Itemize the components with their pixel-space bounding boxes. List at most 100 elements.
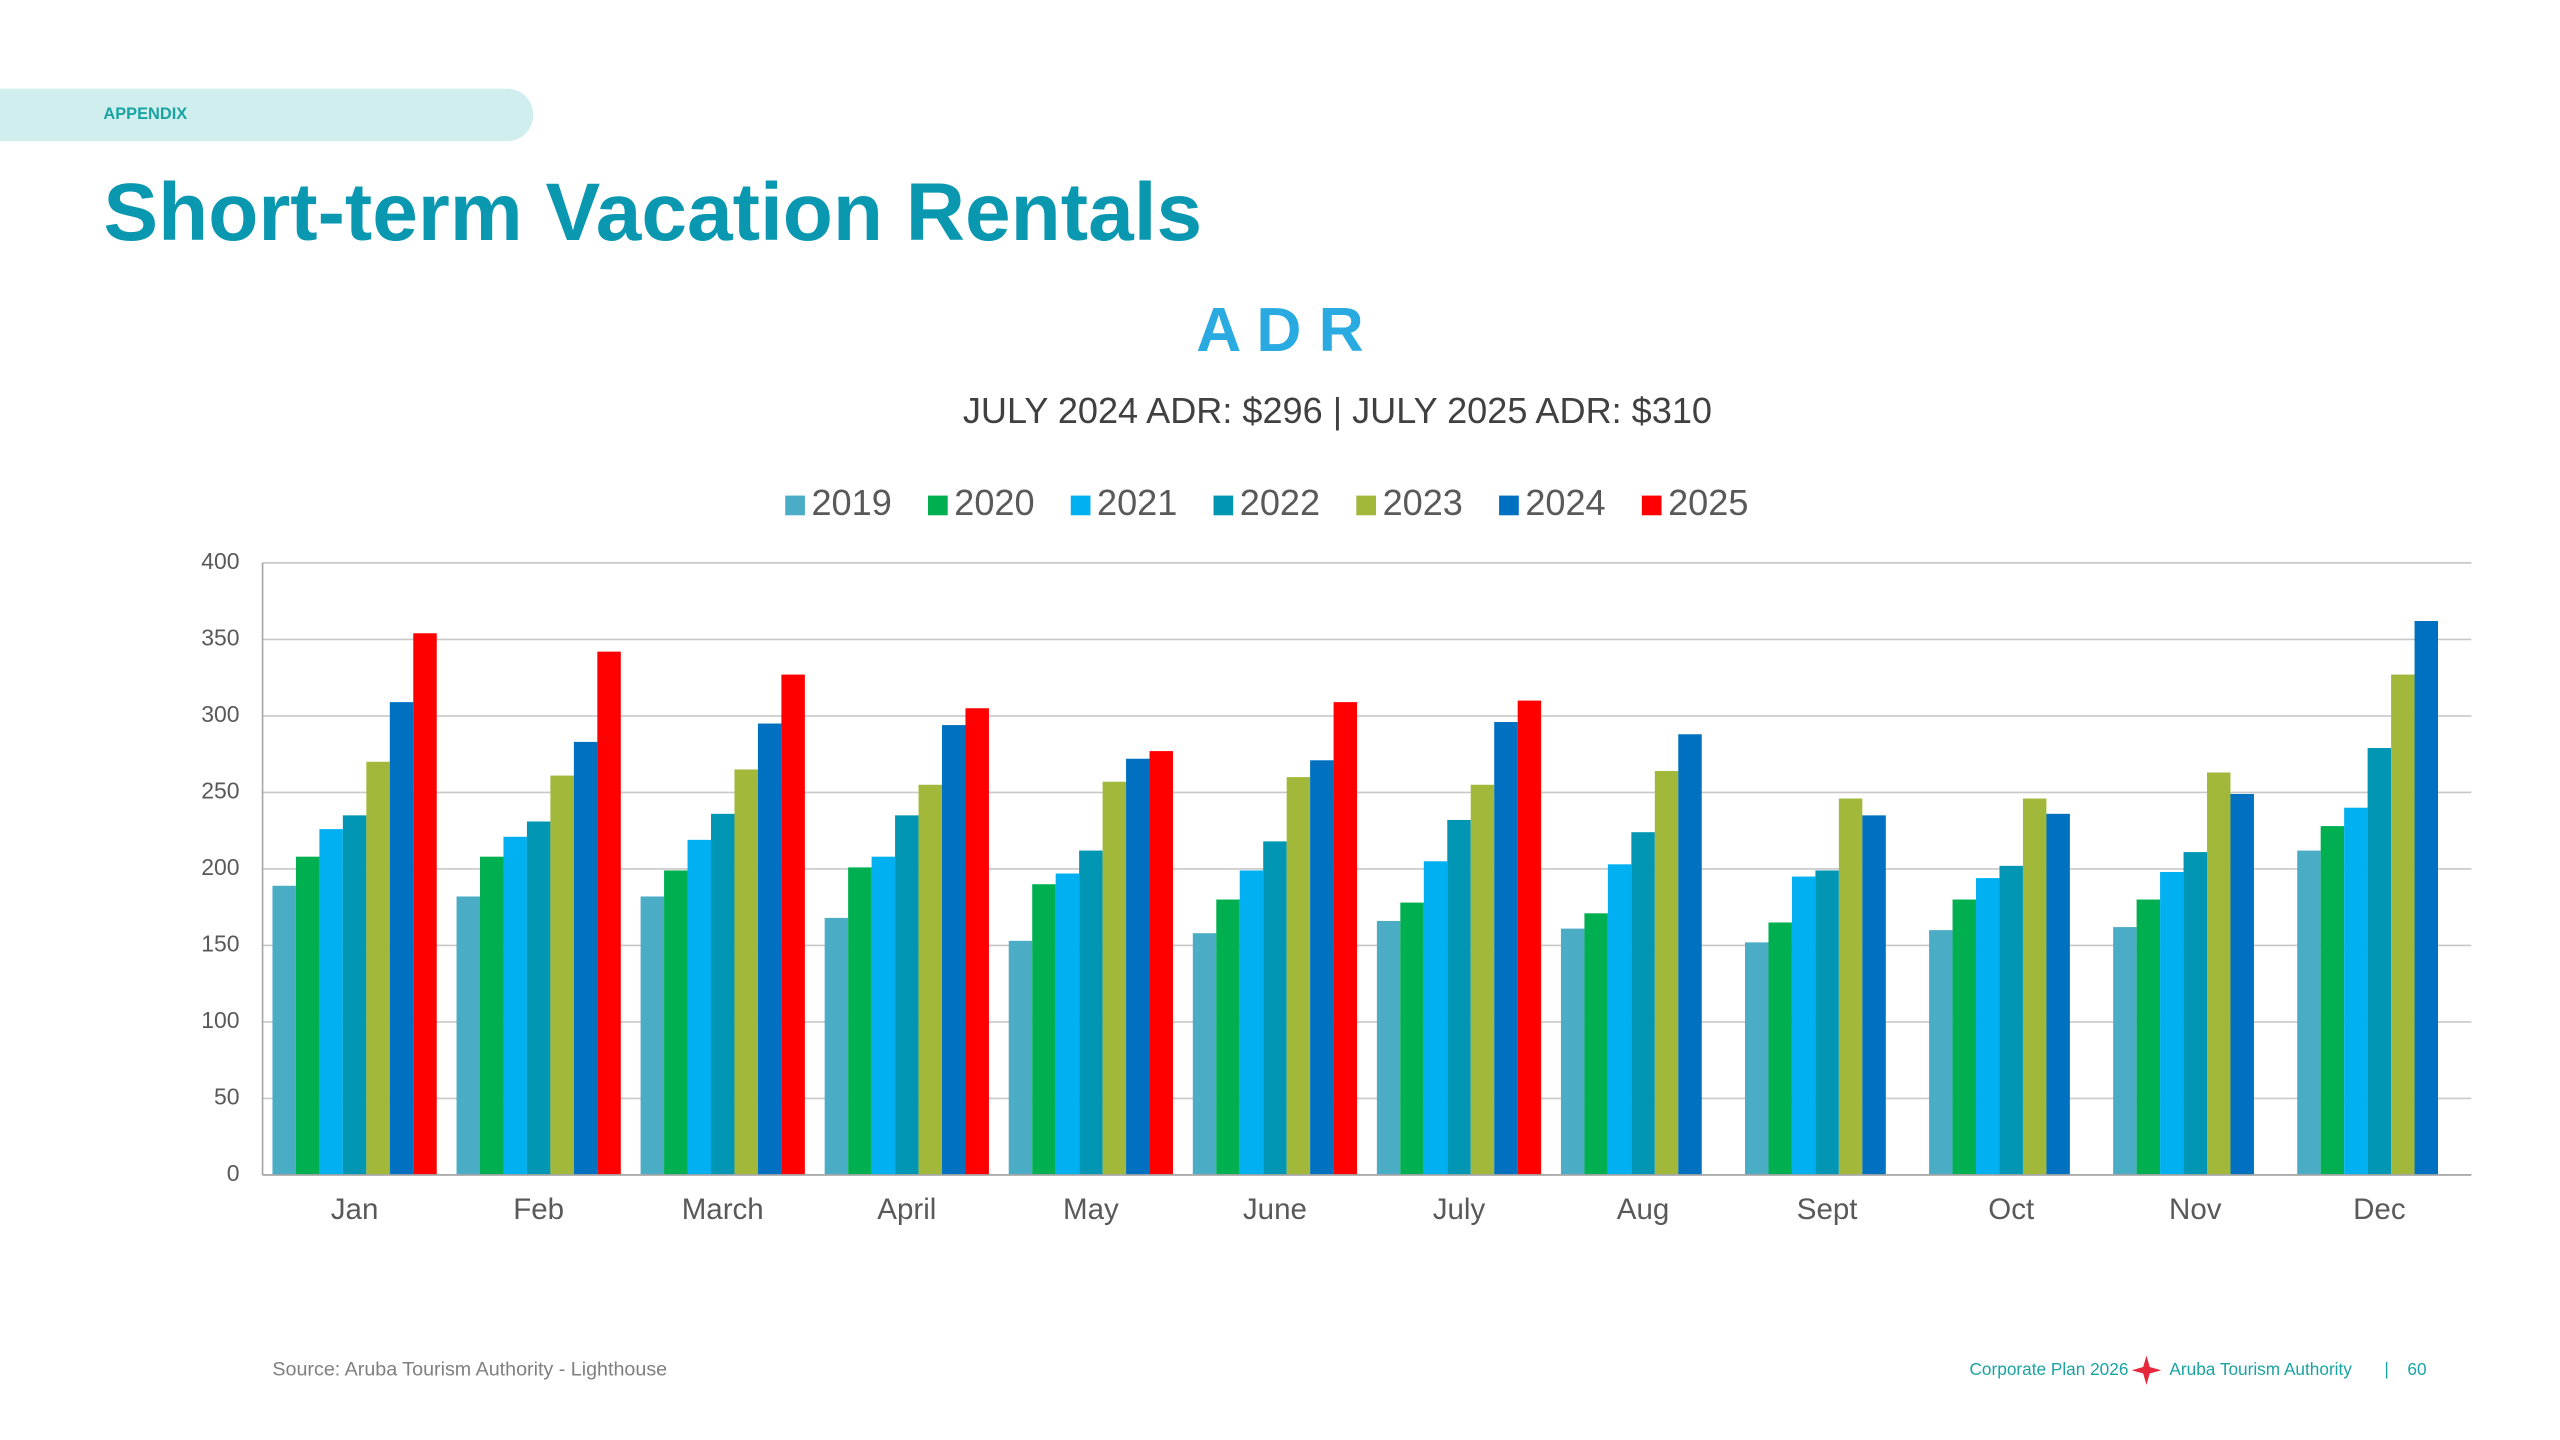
legend-swatch [1213, 495, 1234, 516]
bar [965, 708, 989, 1175]
bar [1149, 751, 1174, 1175]
y-tick-label: 100 [201, 1007, 239, 1033]
bar [1678, 734, 1702, 1175]
bar [1654, 770, 1679, 1175]
section-label: APPENDIX [103, 105, 187, 123]
bar [2391, 674, 2415, 1175]
bar [687, 839, 712, 1175]
bar [1055, 873, 1080, 1175]
bar [640, 896, 665, 1175]
bar [1216, 899, 1240, 1175]
legend-swatch [928, 495, 948, 516]
bar [366, 761, 390, 1175]
bar [1008, 940, 1033, 1175]
bar [1423, 861, 1448, 1175]
footer-separator: | [2384, 1359, 2388, 1379]
bar [2367, 748, 2392, 1175]
bar [1815, 870, 1839, 1175]
legend-label: 2023 [1383, 482, 1463, 523]
bar [1494, 722, 1518, 1175]
source-note: Source: Aruba Tourism Authority - Lighth… [272, 1358, 667, 1380]
legend-label: 2025 [1668, 482, 1748, 523]
x-tick-label: Nov [2169, 1193, 2222, 1226]
bar [319, 829, 343, 1175]
bar [734, 769, 758, 1175]
bar [942, 725, 966, 1175]
bar [295, 856, 320, 1175]
bar [480, 856, 504, 1175]
bar [711, 813, 735, 1175]
bar [664, 870, 688, 1175]
bar [1192, 933, 1217, 1175]
x-tick-label: March [682, 1193, 764, 1226]
bar [871, 856, 896, 1175]
bar [1126, 758, 1150, 1175]
footer-star [2131, 1355, 2162, 1386]
bar [2136, 899, 2161, 1175]
x-tick-label: June [1243, 1193, 1307, 1226]
legend-label: 2019 [811, 482, 891, 523]
bar [2113, 927, 2137, 1175]
legend-swatch [1499, 495, 1519, 516]
chart-title: A D R [1196, 296, 1363, 365]
footer-plan: Corporate Plan 2026 [1970, 1359, 2129, 1379]
bar [1239, 870, 1264, 1175]
y-tick-label: 350 [201, 624, 239, 650]
bar [1999, 865, 2023, 1175]
bar [413, 633, 437, 1175]
bar [1400, 902, 1424, 1175]
legend-swatch [1356, 495, 1376, 516]
bar [597, 651, 621, 1175]
bar [389, 702, 414, 1175]
legend-label: 2022 [1240, 482, 1320, 523]
bar [573, 741, 598, 1175]
bar [824, 917, 849, 1175]
bar [1560, 928, 1585, 1175]
bar [1263, 841, 1287, 1175]
bar [781, 674, 805, 1175]
y-tick-label: 250 [201, 777, 239, 803]
page-number: 60 [2407, 1359, 2426, 1379]
bar [1745, 942, 1769, 1175]
bar [1791, 876, 1816, 1175]
y-tick-label: 50 [214, 1084, 240, 1110]
bar [757, 723, 782, 1175]
bar [1952, 899, 1977, 1175]
bar [1032, 884, 1056, 1175]
bar [550, 775, 574, 1175]
legend-label: 2021 [1097, 482, 1177, 523]
bar [1333, 702, 1358, 1175]
bar [2160, 871, 2184, 1175]
x-tick-label: Aug [1617, 1193, 1670, 1226]
bar [526, 821, 551, 1175]
y-tick-label: 200 [201, 854, 239, 880]
x-tick-label: Dec [2353, 1193, 2406, 1226]
bar [2183, 852, 2208, 1175]
x-tick-label: Sept [1797, 1193, 1858, 1226]
bar [342, 815, 367, 1175]
bar [2414, 621, 2439, 1175]
page-title: Short-term Vacation Rentals [103, 167, 1202, 258]
bar [503, 836, 527, 1175]
bar [1838, 798, 1863, 1175]
x-tick-label: May [1063, 1193, 1119, 1226]
x-tick-label: April [877, 1193, 936, 1226]
bar [1447, 819, 1471, 1175]
bar [1376, 920, 1401, 1175]
bar [1607, 864, 1632, 1175]
bar [1286, 777, 1311, 1175]
bar [456, 896, 480, 1175]
x-tick-label: Jan [331, 1193, 379, 1226]
bar [918, 784, 943, 1175]
bar [1079, 850, 1103, 1175]
x-tick-label: Feb [513, 1193, 564, 1226]
bar [2230, 793, 2254, 1175]
legend-swatch [1641, 495, 1662, 516]
bar [2022, 798, 2047, 1175]
section-pill [0, 88, 534, 142]
x-tick-label: July [1433, 1193, 1486, 1226]
bar [2344, 807, 2368, 1175]
bar [2320, 826, 2345, 1175]
bar [1517, 700, 1542, 1175]
